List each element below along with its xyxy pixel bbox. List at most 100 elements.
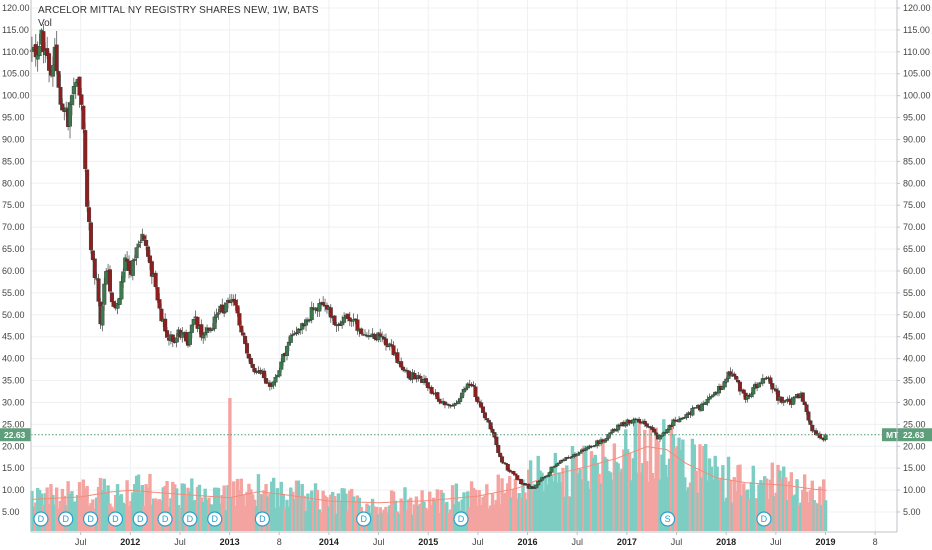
candle-body	[54, 44, 59, 72]
volume-bar	[317, 509, 322, 531]
volume-bar	[393, 500, 398, 531]
candle-body	[163, 318, 168, 332]
candle-body	[309, 307, 314, 321]
candle-body	[37, 46, 42, 57]
volume-bar	[713, 455, 717, 531]
event-marker	[107, 511, 124, 527]
event-marker-label: D	[187, 514, 194, 524]
volume-bar	[734, 491, 738, 531]
volume-bars	[30, 398, 828, 531]
volume-bar	[77, 482, 82, 531]
candle-body	[109, 292, 114, 303]
event-marker	[453, 511, 469, 527]
candle-body	[471, 384, 476, 387]
volume-bar	[329, 494, 333, 531]
volume-bar	[203, 488, 207, 531]
volume-bar	[98, 477, 103, 531]
y-tick-label-right: 80.00	[903, 178, 926, 188]
candle-body	[418, 375, 423, 379]
volume-bar	[230, 497, 234, 531]
volume-bar	[622, 449, 626, 531]
event-marker-label: D	[38, 514, 45, 524]
volume-ma-line	[30, 446, 827, 504]
volume-bar	[308, 500, 312, 531]
volume-bar	[420, 490, 424, 531]
candle-body	[273, 377, 278, 383]
volume-bar	[332, 496, 337, 531]
y-tick-label-left: 55.00	[2, 288, 25, 298]
volume-bar	[410, 514, 415, 531]
volume-bar	[370, 498, 375, 531]
candle-body	[71, 86, 76, 95]
volume-bar	[220, 495, 224, 531]
volume-bar	[216, 487, 221, 531]
event-marker	[132, 511, 148, 527]
candle-body	[134, 247, 139, 259]
volume-bar	[161, 487, 165, 531]
volume-bar	[645, 461, 649, 531]
candle-body	[488, 422, 493, 430]
volume-bar	[271, 477, 276, 531]
volume-bar	[249, 489, 253, 531]
volume-bar	[468, 507, 472, 531]
volume-bar	[761, 482, 765, 531]
candle-body	[165, 330, 170, 338]
volume-bar	[783, 477, 788, 531]
candle-body	[631, 419, 636, 424]
volume-bar	[616, 463, 620, 531]
candle-body	[684, 413, 689, 418]
volume-bar	[620, 468, 624, 531]
volume-bar	[515, 498, 519, 531]
volume-bar	[757, 484, 761, 531]
volume-bar	[778, 470, 782, 531]
x-tick-label: Jul	[75, 537, 87, 547]
volume-bar	[612, 443, 617, 531]
volume-bar	[494, 500, 499, 531]
volume-bar	[544, 475, 548, 531]
volume-bar	[306, 493, 310, 531]
event-marker-label: D	[458, 514, 465, 524]
candle-body	[69, 95, 74, 105]
volume-bar	[820, 505, 824, 531]
volume-bar	[686, 487, 691, 531]
candle-body	[484, 418, 489, 420]
volume-bar	[789, 472, 794, 531]
candle-body	[235, 305, 240, 314]
candle-body	[557, 462, 562, 465]
volume-bar	[759, 480, 763, 531]
volume-bar	[625, 449, 630, 531]
volume-bar	[753, 498, 757, 531]
volume-bar	[528, 460, 533, 531]
candle-body	[81, 105, 86, 130]
x-tick-label: 2016	[518, 537, 538, 547]
candle-body	[138, 241, 143, 243]
volume-bar	[473, 489, 478, 531]
candle-body	[423, 378, 428, 383]
candle-body	[107, 269, 112, 292]
volume-bar	[289, 487, 293, 531]
y-tick-label-right: 60.00	[903, 266, 926, 276]
candle-body	[429, 387, 434, 394]
candle-body	[243, 335, 248, 344]
volume-bar	[378, 507, 382, 531]
y-tick-label-right: 105.00	[903, 69, 931, 79]
y-tick-label-left: 45.00	[2, 332, 25, 342]
volume-bar	[723, 501, 727, 531]
volume-bar	[79, 495, 84, 531]
volume-bar	[475, 505, 480, 531]
volume-bar	[290, 491, 295, 531]
volume-bar	[549, 474, 554, 531]
volume-bar	[646, 481, 651, 531]
volume-bar	[641, 463, 645, 531]
volume-bar	[163, 485, 167, 531]
volume-bar	[772, 495, 776, 531]
volume-bar	[751, 465, 755, 531]
candle-body	[677, 419, 682, 423]
candle-body	[87, 207, 92, 222]
volume-bar	[738, 464, 742, 531]
volume-bar	[523, 492, 527, 531]
volume-bar	[485, 484, 489, 531]
volume-bar	[692, 444, 696, 531]
